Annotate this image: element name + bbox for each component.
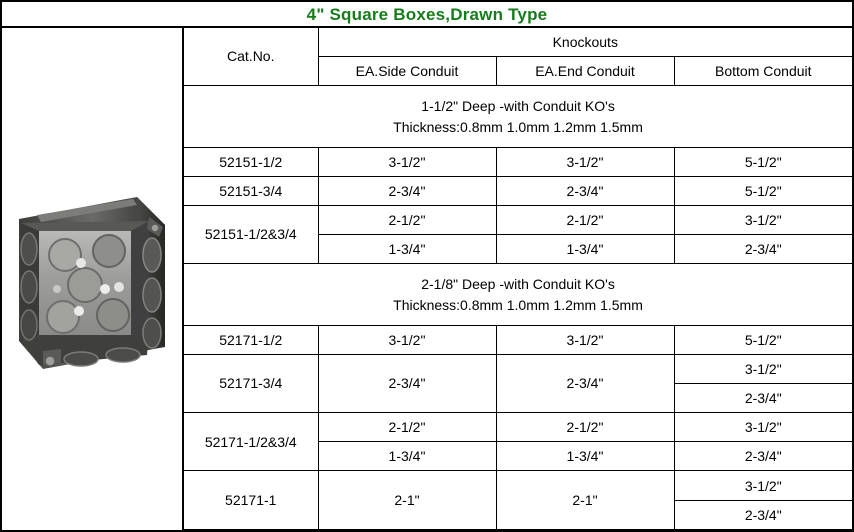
table-header-row-2: EA.Side Conduit EA.End Conduit Bottom Co… [184,55,853,87]
end-conduit-cell: 2-1/2" [495,204,675,236]
end-conduit-cell: 2-3/4" [495,175,675,206]
bottom-conduit-cell: 3-1/2" [673,470,853,501]
spec-table: Cat.No. Knockouts EA.Side Conduit EA.End… [184,28,853,531]
cat-no-cell: 52171-1 [184,470,319,530]
end-conduit-cell: 3-1/2" [495,324,675,355]
bottom-conduit-cell: 3-1/2" [673,353,853,384]
table-header-row-1: Cat.No. Knockouts [184,28,853,87]
table-row: 2-3/4" [184,499,853,531]
group-header-row: 1-1/2" Deep -with Conduit KO's Thickness… [184,85,853,148]
table-row: 52171-1 2-1" 2-1" 3-1/2" [184,470,853,530]
side-conduit-cell: 2-3/4" [317,353,497,414]
table-row: 52171-1/2 3-1/2" 3-1/2" 5-1/2" [184,324,853,355]
cat-no-cell: 52151-3/4 [184,175,319,206]
table-row: 52171-1/2&3/4 2-1/2" 2-1/2" 3-1/2" [184,412,853,472]
end-conduit-cell: 1-3/4" [495,441,675,472]
cat-no-cell: 52171-1/2 [184,324,319,355]
page-title: 4" Square Boxes,Drawn Type [306,4,548,24]
bottom-conduit-cell: 2-3/4" [673,441,853,472]
bottom-conduit-cell: 5-1/2" [673,146,853,177]
side-conduit-cell: 2-1/2" [317,412,497,443]
table-row: 2-3/4" [184,382,853,414]
table-row: 52151-3/4 2-3/4" 2-3/4" 5-1/2" [184,175,853,206]
end-conduit-cell: 3-1/2" [495,146,675,177]
side-conduit-cell: 2-1/2" [317,204,497,236]
bottom-conduit-cell: 5-1/2" [673,324,853,355]
header-cat-no: Cat.No. [184,28,319,87]
end-conduit-cell: 2-1" [495,470,675,530]
cat-no-cell: 52171-3/4 [184,353,319,414]
side-conduit-cell: 3-1/2" [317,146,497,177]
table-row: 52151-1/2&3/4 2-1/2" 2-1/2" 3-1/2" [184,204,853,265]
side-conduit-cell: 1-3/4" [317,441,497,472]
header-side-conduit: EA.Side Conduit [317,55,497,87]
bottom-conduit-cell: 5-1/2" [673,175,853,206]
bottom-conduit-cell: 2-3/4" [673,234,853,265]
side-conduit-cell: 3-1/2" [317,324,497,355]
end-conduit-cell: 2-3/4" [495,353,675,414]
end-conduit-cell: 2-1/2" [495,412,675,443]
square-box-photo-icon [9,179,175,379]
bottom-conduit-cell: 3-1/2" [673,412,853,443]
side-conduit-cell: 2-1" [317,470,497,530]
bottom-conduit-cell: 3-1/2" [673,204,853,236]
table-row: 1-3/4" 1-3/4" 2-3/4" [184,234,853,265]
side-conduit-cell: 1-3/4" [317,234,497,265]
table-row: 1-3/4" 1-3/4" 2-3/4" [184,441,853,472]
bottom-conduit-cell: 2-3/4" [673,499,853,531]
group-2-line-1: 2-1/8" Deep -with Conduit KO's [421,275,615,292]
end-conduit-cell: 1-3/4" [495,234,675,265]
cat-no-cell: 52151-1/2 [184,146,319,177]
group-header-row: 2-1/8" Deep -with Conduit KO's Thickness… [184,263,853,326]
header-bottom-conduit: Bottom Conduit [673,55,853,87]
title-bar: 4" Square Boxes,Drawn Type [2,2,852,28]
side-conduit-cell: 2-3/4" [317,175,497,206]
group-header-1: 1-1/2" Deep -with Conduit KO's Thickness… [184,85,853,148]
header-knockouts: Knockouts [317,28,853,57]
table-row: 52171-3/4 2-3/4" 2-3/4" 3-1/2" [184,353,853,414]
table-row: 52151-1/2 3-1/2" 3-1/2" 5-1/2" [184,146,853,177]
group-1-line-1: 1-1/2" Deep -with Conduit KO's [421,97,615,114]
cat-no-cell: 52171-1/2&3/4 [184,412,319,472]
sheet-body: Cat.No. Knockouts EA.Side Conduit EA.End… [2,28,853,531]
group-header-2: 2-1/8" Deep -with Conduit KO's Thickness… [184,263,853,326]
group-2-line-2: Thickness:0.8mm 1.0mm 1.2mm 1.5mm [393,296,643,313]
product-photo [2,28,184,530]
bottom-conduit-cell: 2-3/4" [673,382,853,414]
header-end-conduit: EA.End Conduit [495,55,675,87]
group-1-line-2: Thickness:0.8mm 1.0mm 1.2mm 1.5mm [393,118,643,135]
cat-no-cell: 52151-1/2&3/4 [184,204,319,265]
spec-table-wrap: Cat.No. Knockouts EA.Side Conduit EA.End… [184,28,853,531]
